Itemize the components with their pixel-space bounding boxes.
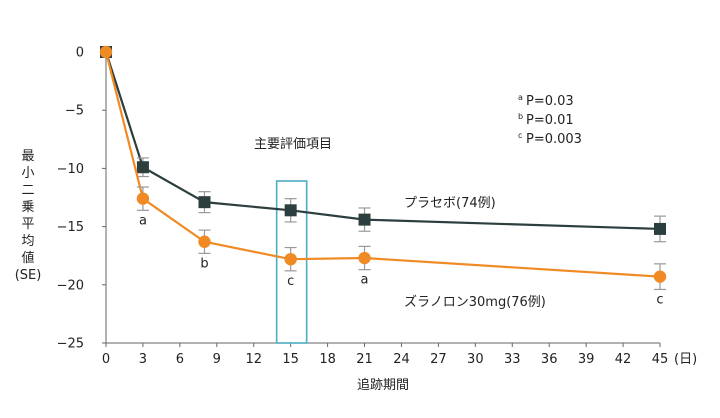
y-label-char: 平 [21,217,34,232]
y-label-char: 二 [21,183,34,198]
data-point-circle [358,251,371,265]
significance-legend: a P=0.03b P=0.01 c P=0.003 [518,93,582,147]
sig-legend-mark: b [518,112,523,121]
sig-legend-text: P=0.003 [526,132,582,147]
series-1: a b c a c [99,45,667,307]
x-axis-label: 追跡期間 [357,377,409,393]
data-point-circle [653,270,667,283]
data-point-circle [99,45,113,59]
x-tick-label: 39 [578,352,595,367]
sig-legend-mark: a [518,93,523,102]
y-tick-label: 0 [76,46,84,61]
data-point-circle [284,252,297,266]
series-label-zuranolone: ズラノロン30mg(76例) [404,294,546,310]
significance-mark: b [200,256,208,271]
primary-endpoint-box [275,180,308,344]
x-axis-ticks: 0 3 6 9 12 15 18 21 24 27 30 33 36 39 42 45 [102,343,668,367]
x-tick-label: 21 [356,352,373,367]
y-label-char: 値 [21,250,34,266]
significance-mark: a [139,213,147,228]
x-tick-label: 18 [319,352,336,367]
x-tick-label: 45 [652,352,669,367]
y-tick-label: −10 [57,162,84,177]
y-label-char: 小 [21,166,34,181]
series-line [104,51,661,278]
y-tick-label: −25 [57,337,84,352]
x-tick-label: 42 [615,352,632,367]
significance-mark: c [287,274,294,289]
y-tick-label: −20 [57,278,84,293]
significance-mark: c [656,292,663,307]
x-tick-label: 30 [467,352,484,367]
sig-legend-text: P=0.03 [526,94,574,109]
x-tick-label: 24 [393,352,410,367]
x-tick-label: 6 [176,352,184,367]
data-point-circle [136,192,150,205]
data-point-square [654,222,666,235]
data-point-square [198,196,211,209]
data-point-square [136,161,149,174]
series-0 [100,46,666,243]
y-tick-label: −5 [65,104,84,119]
y-label-char: 乗 [21,200,34,215]
data-point-circle [198,235,211,248]
y-axis-ticks: 0 −5 −10 −15 −20 −25 [57,46,106,352]
data-point-square [284,204,297,217]
data-point-square [358,213,371,226]
x-tick-label: 0 [102,352,110,367]
series-label-placebo: プラセボ(74例) [404,196,496,211]
y-tick-label: −15 [57,220,84,235]
y-label-char: 最 [21,149,34,164]
x-axis-unit: (日) [674,352,697,367]
x-tick-label: 12 [245,352,262,367]
series-line [104,51,661,231]
x-tick-label: 33 [504,352,521,367]
x-tick-label: 15 [282,352,299,367]
y-label-char: (SE) [15,268,42,283]
primary-endpoint-label: 主要評価項目 [254,137,332,152]
sig-legend-mark: c [518,131,522,140]
x-tick-label: 27 [430,352,447,367]
x-tick-label: 36 [541,352,558,367]
series-layer: a b c a c [99,45,667,307]
significance-mark: a [361,273,369,288]
sig-legend-text: P=0.01 [526,113,574,128]
x-tick-label: 3 [139,352,147,367]
x-tick-label: 9 [213,352,221,367]
y-label-char: 均 [21,234,34,249]
